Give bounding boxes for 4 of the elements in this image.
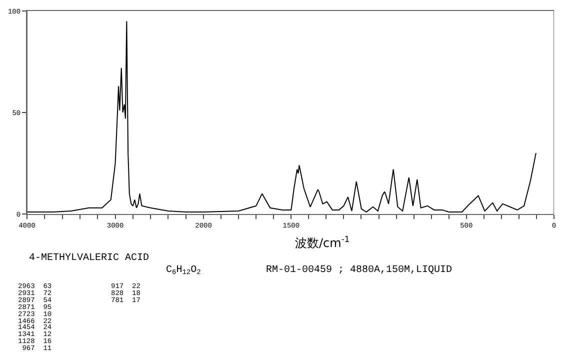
text: C$_{6}$H$_{12}$O$_{2}$ xyxy=(166,265,201,278)
x-axis-title: 波数/cm$^{-1}$ xyxy=(295,234,350,250)
text: RM-01-00459 ; 4880A,150M,LIQUID xyxy=(266,265,452,276)
text: 4-METHYLVALERIC ACID xyxy=(29,253,150,264)
